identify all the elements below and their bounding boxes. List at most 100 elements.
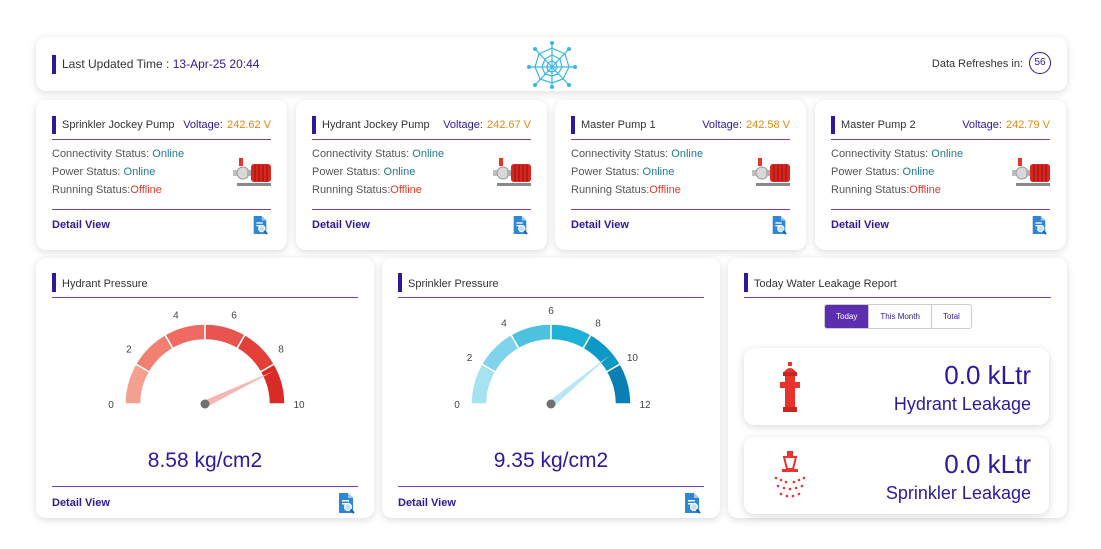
tab-today[interactable]: Today	[825, 305, 870, 328]
voltage-value: 242.62 V	[226, 119, 271, 131]
sprinkler-detail-view-link[interactable]: Detail View	[398, 497, 456, 509]
pump-card: Master Pump 2 Voltage: 242.79 V Connectiv…	[815, 100, 1066, 250]
voltage-value: 242.79 V	[1005, 119, 1050, 131]
tab-this-month[interactable]: This Month	[869, 305, 932, 328]
divider	[744, 297, 1051, 298]
card-accent	[398, 273, 402, 292]
hydrant-leakage-label: Hydrant Leakage	[893, 394, 1031, 414]
connectivity-status: Connectivity Status: Online	[312, 148, 444, 160]
divider	[571, 139, 790, 140]
running-status: Running Status:Offline	[831, 184, 941, 196]
sprinkler-leakage-label: Sprinkler Leakage	[885, 483, 1031, 503]
card-accent	[744, 273, 748, 292]
voltage-readout: Voltage: 242.79 V	[962, 119, 1050, 131]
connectivity-status: Connectivity Status: Online	[52, 148, 184, 160]
gauge-needle	[548, 355, 610, 407]
document-search-icon[interactable]	[511, 215, 529, 235]
gauge-tick-label: 8	[278, 345, 284, 356]
gauge-tick-label: 6	[231, 311, 237, 322]
period-tabs: Today This Month Total	[824, 304, 972, 329]
voltage-label: Voltage:	[702, 119, 742, 131]
running-value: Offline	[390, 184, 422, 196]
gauge-tick-label: 2	[126, 345, 132, 356]
header-accent	[52, 55, 56, 74]
divider	[831, 209, 1050, 210]
pump-card: Sprinkler Jockey Pump Voltage: 242.62 V C…	[36, 100, 287, 250]
power-status: Power Status: Online	[312, 166, 415, 178]
power-status: Power Status: Online	[571, 166, 674, 178]
power-label: Power Status:	[571, 166, 640, 178]
hydrant-pressure-gauge: 0 2 4 6 8 10	[108, 311, 305, 411]
connectivity-value: Online	[931, 148, 964, 160]
gauge-tick-label: 8	[595, 319, 601, 330]
gauge-tick-label: 4	[501, 319, 507, 330]
document-search-icon[interactable]	[336, 492, 356, 514]
gauge-band	[605, 362, 632, 405]
gauge-tick-label: 6	[548, 306, 554, 317]
connectivity-label: Connectivity Status:	[571, 148, 669, 160]
connectivity-value: Online	[412, 148, 445, 160]
gauge-hub	[546, 399, 556, 409]
sprinkler-pressure-value: 9.35 kg/cm2	[493, 449, 609, 472]
running-value: Offline	[909, 184, 941, 196]
divider	[52, 297, 358, 298]
document-search-icon[interactable]	[1030, 215, 1048, 235]
document-search-icon[interactable]	[770, 215, 788, 235]
running-label: Running Status:	[571, 184, 650, 196]
detail-view-link[interactable]: Detail View	[52, 219, 110, 231]
connectivity-label: Connectivity Status:	[831, 148, 929, 160]
voltage-value: 242.67 V	[486, 119, 531, 131]
refresh-label: Data Refreshes in:	[931, 58, 1023, 70]
web-logo-icon	[527, 41, 577, 89]
voltage-readout: Voltage: 242.62 V	[183, 119, 271, 131]
power-status: Power Status: Online	[52, 166, 155, 178]
voltage-label: Voltage:	[183, 119, 223, 131]
connectivity-label: Connectivity Status:	[52, 148, 150, 160]
pump-title: Sprinkler Jockey Pump	[62, 119, 175, 131]
fire-hydrant-icon	[780, 362, 800, 412]
document-search-icon[interactable]	[682, 492, 702, 514]
detail-view-link[interactable]: Detail View	[312, 219, 370, 231]
running-label: Running Status:	[312, 184, 391, 196]
sprinkler-leakage-box: 0.0 kLtr Sprinkler Leakage	[744, 437, 1049, 514]
detail-view-link[interactable]: Detail View	[571, 219, 629, 231]
running-label: Running Status:	[831, 184, 910, 196]
leakage-report-title: Today Water Leakage Report	[754, 278, 897, 290]
divider	[52, 486, 358, 487]
pump-motor-icon	[1012, 158, 1050, 186]
hydrant-leakage-value: 0.0 kLtr	[944, 360, 1031, 390]
connectivity-value: Online	[152, 148, 185, 160]
last-updated: Last Updated Time : 13-Apr-25 20:44	[62, 57, 259, 71]
document-search-icon[interactable]	[251, 215, 269, 235]
pump-title: Master Pump 1	[581, 119, 656, 131]
running-label: Running Status:	[52, 184, 131, 196]
detail-view-link[interactable]: Detail View	[831, 219, 889, 231]
gauge-tick-label: 12	[639, 400, 651, 411]
last-updated-value: 13-Apr-25 20:44	[172, 57, 260, 71]
connectivity-status: Connectivity Status: Online	[831, 148, 963, 160]
gauge-hub	[200, 399, 210, 409]
card-accent	[571, 116, 575, 134]
running-value: Offline	[649, 184, 681, 196]
gauge-band	[163, 323, 206, 350]
header-bar: Last Updated Time : 13-Apr-25 20:44 Data…	[36, 37, 1067, 91]
running-status: Running Status:Offline	[52, 184, 162, 196]
divider	[52, 209, 271, 210]
voltage-label: Voltage:	[962, 119, 1002, 131]
connectivity-label: Connectivity Status:	[312, 148, 410, 160]
sprinkler-pressure-title: Sprinkler Pressure	[408, 278, 499, 290]
tab-total[interactable]: Total	[942, 312, 960, 321]
connectivity-status: Connectivity Status: Online	[571, 148, 703, 160]
pump-motor-icon	[752, 158, 790, 186]
card-accent	[52, 116, 56, 134]
voltage-value: 242.58 V	[745, 119, 790, 131]
running-status: Running Status:Offline	[312, 184, 422, 196]
pump-card: Master Pump 1 Voltage: 242.58 V Connectiv…	[555, 100, 806, 250]
gauge-tick-label: 0	[108, 400, 114, 411]
power-label: Power Status:	[52, 166, 121, 178]
hydrant-detail-view-link[interactable]: Detail View	[52, 497, 110, 509]
sprinkler-pressure-gauge: 0 2 4 6 8 10 12	[454, 306, 651, 411]
gauge-tick-label: 0	[454, 400, 460, 411]
hydrant-leakage-box: 0.0 kLtr Hydrant Leakage	[744, 348, 1049, 425]
hydrant-pressure-value: 8.58 kg/cm2	[147, 449, 263, 472]
